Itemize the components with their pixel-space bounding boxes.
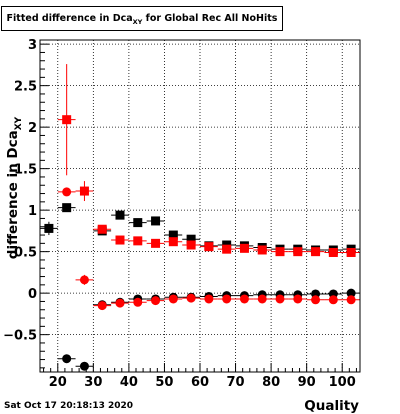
square-marker	[168, 230, 178, 240]
x-tick-label: 80	[262, 375, 280, 390]
square-marker	[204, 242, 214, 252]
y-axis-label: difference in DcaXY	[5, 116, 24, 259]
square-marker	[97, 224, 107, 234]
x-tick-label: 50	[155, 375, 173, 390]
square-marker	[275, 247, 285, 257]
circle-marker	[133, 297, 143, 307]
square-marker	[44, 223, 54, 233]
y-tick-label: 0	[28, 287, 37, 302]
square-marker	[62, 203, 72, 213]
square-marker	[133, 236, 143, 246]
data-markers	[44, 115, 356, 371]
x-tick-label: 40	[120, 375, 138, 390]
y-tick-label: 3	[28, 38, 37, 53]
circle-marker	[346, 288, 356, 298]
square-marker	[239, 243, 249, 253]
circle-marker	[311, 295, 321, 305]
square-marker	[222, 244, 232, 254]
square-marker	[186, 234, 196, 244]
grid-lines	[40, 40, 360, 372]
y-axis-label-group: difference in DcaXY	[5, 116, 24, 259]
circle-marker	[79, 361, 89, 371]
circle-marker	[62, 187, 72, 197]
square-marker	[151, 238, 161, 248]
tick-labels: 20 30 40 50 60 70 80 90 100 −0.5 0 0.5 1 1.5 2 2.5 3	[3, 38, 356, 390]
x-tick-label: 20	[49, 375, 67, 390]
title-box: Fitted difference in Dca XY for Global Re…	[1, 6, 283, 31]
circle-marker	[151, 296, 161, 306]
x-tick-label: 30	[84, 375, 102, 390]
square-marker	[328, 247, 338, 257]
circle-marker	[257, 294, 267, 304]
square-marker	[346, 247, 356, 257]
y-tick-label: 1.5	[14, 163, 37, 178]
circle-marker	[168, 294, 178, 304]
chart-title: Fitted difference in Dca XY for Global Re…	[2, 7, 282, 30]
circle-marker	[275, 294, 285, 304]
square-marker	[133, 218, 143, 228]
circle-marker	[346, 295, 356, 305]
square-marker	[168, 237, 178, 247]
timestamp: Sat Oct 17 20:18:13 2020	[4, 401, 134, 411]
circle-marker	[186, 293, 196, 303]
square-marker	[311, 247, 321, 257]
axis-ticks	[40, 43, 357, 372]
square-marker	[115, 235, 125, 245]
square-marker	[79, 186, 89, 196]
circle-marker	[115, 298, 125, 308]
square-marker	[115, 210, 125, 220]
circle-marker	[97, 301, 107, 311]
square-marker	[186, 240, 196, 250]
y-tick-label: −0.5	[3, 329, 37, 344]
y-axis-label-subscript: XY	[14, 116, 24, 130]
x-axis-label: Quality	[304, 398, 359, 414]
x-tick-label: 70	[227, 375, 245, 390]
square-marker	[293, 247, 303, 257]
title-suffix: for Global Rec All NoHits	[142, 13, 278, 24]
x-tick-label: 90	[298, 375, 316, 390]
title-main: Fitted difference in Dca	[6, 13, 133, 24]
circle-marker	[328, 295, 338, 305]
circle-marker	[79, 275, 89, 285]
square-marker	[151, 216, 161, 226]
y-axis-label-main: difference in Dca	[5, 130, 21, 259]
y-tick-label: 1	[28, 204, 37, 219]
square-marker	[62, 115, 72, 125]
square-marker	[257, 245, 267, 255]
title-subscript: XY	[132, 17, 143, 26]
circle-marker	[293, 294, 303, 304]
x-tick-label: 100	[329, 375, 356, 390]
y-tick-label: 2.5	[14, 80, 37, 95]
y-tick-label: 2	[28, 121, 37, 136]
x-tick-label: 60	[191, 375, 209, 390]
circle-marker	[204, 294, 214, 304]
circle-marker	[222, 294, 232, 304]
circle-marker	[62, 354, 72, 364]
y-tick-label: 0.5	[14, 246, 37, 261]
circle-marker	[239, 294, 249, 304]
